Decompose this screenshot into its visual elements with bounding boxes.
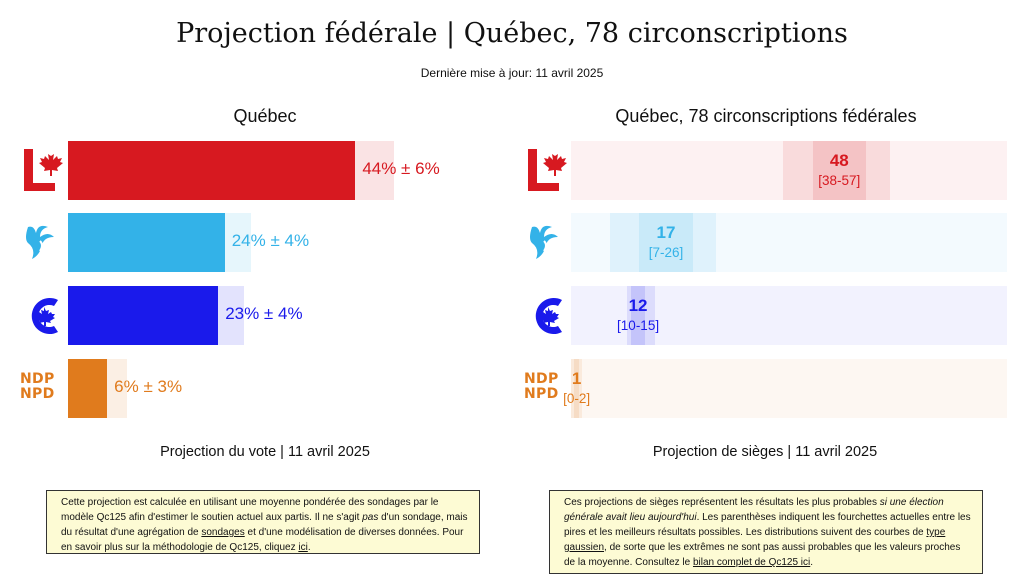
gaussian-link[interactable]: type gaussien <box>564 527 946 553</box>
vote-value-label: 24% ± 4% <box>231 231 310 250</box>
note-text: d'un sondage, mais du résultat d'une agr… <box>61 512 468 538</box>
vote-value-label: 23% ± 4% <box>225 304 303 323</box>
seat-likely-band <box>631 286 646 345</box>
seat-range-band <box>571 359 583 418</box>
vote-methodology-note: Cette projection est calculée en utilisa… <box>46 490 480 554</box>
note-text: , de sorte que les extrêmes ne sont pas … <box>564 542 961 568</box>
seat-chart-title: Québec, 78 circonscriptions fédérales <box>615 106 917 126</box>
vote-bar <box>68 286 219 345</box>
seat-range-band <box>626 286 655 345</box>
vote-bar <box>68 213 225 272</box>
seat-track <box>571 213 1007 272</box>
vote-bar <box>68 359 108 418</box>
seat-range-band <box>610 213 717 272</box>
note-text: . <box>307 542 311 553</box>
conservative-logo-icon <box>524 286 570 346</box>
note-emphasis: si une élection générale avait lieu aujo… <box>564 497 944 523</box>
last-updated: Dernière mise à jour: 11 avril 2025 <box>420 66 604 80</box>
vote-chart-title: Québec <box>233 106 297 126</box>
conservative-logo-icon <box>20 286 66 346</box>
seat-range-label: [0-2] <box>563 391 591 406</box>
seat-count-label: 17 <box>656 223 676 242</box>
ndp-logo-line1: NDP <box>20 371 55 387</box>
ndp-logo-line2: NPD <box>20 386 55 402</box>
seat-count-label: 12 <box>628 296 648 315</box>
ndp-logo-line1: NDP <box>524 371 559 387</box>
page-title: Projection fédérale | Québec, 78 circons… <box>176 18 848 49</box>
note-emphasis: pas <box>362 512 379 523</box>
full-report-link[interactable]: bilan complet de Qc125 ici <box>692 557 811 568</box>
seat-range-label: [7-26] <box>648 245 684 260</box>
seat-explanation-note: Ces projections de sièges représentent l… <box>549 490 983 574</box>
ndp-logo-icon: NDP NPD <box>20 372 55 402</box>
seat-likely-band <box>812 141 866 200</box>
note-text: . Les parenthèses indiquent les fourchet… <box>564 512 971 538</box>
seat-count-label: 48 <box>829 151 849 170</box>
note-text: Cette projection est calculée en utilisa… <box>61 497 439 523</box>
seat-range-label: [10-15] <box>617 318 660 333</box>
vote-bar <box>68 141 356 200</box>
seat-track <box>571 359 1007 418</box>
bloc-logo-icon <box>524 213 570 273</box>
seat-range-label: [38-57] <box>818 173 861 188</box>
note-text: et d'une modélisation de diverses donnée… <box>61 527 464 553</box>
ndp-logo-line2: NPD <box>524 386 559 402</box>
vote-chart-caption: Projection du vote | 11 avril 2025 <box>160 444 370 460</box>
bloc-logo-icon <box>20 213 66 273</box>
note-text: . <box>810 557 814 568</box>
polls-link[interactable]: sondages <box>201 527 245 538</box>
seat-likely-band <box>639 213 693 272</box>
seat-range-band <box>783 141 890 200</box>
vote-value-label: 44% ± 6% <box>362 159 440 178</box>
liberal-logo-icon <box>524 141 570 201</box>
seat-likely-band <box>573 359 580 418</box>
seat-track <box>571 286 1007 345</box>
seat-count-label: 1 <box>571 369 582 388</box>
vote-value-label: 6% ± 3% <box>114 377 183 396</box>
seat-track <box>571 141 1007 200</box>
seat-chart-caption: Projection de sièges | 11 avril 2025 <box>652 444 878 460</box>
methodology-link[interactable]: ici <box>298 542 308 553</box>
liberal-logo-icon <box>20 141 66 201</box>
ndp-logo-icon: NDP NPD <box>524 372 559 402</box>
note-text: Ces projections de sièges représentent l… <box>564 497 880 508</box>
